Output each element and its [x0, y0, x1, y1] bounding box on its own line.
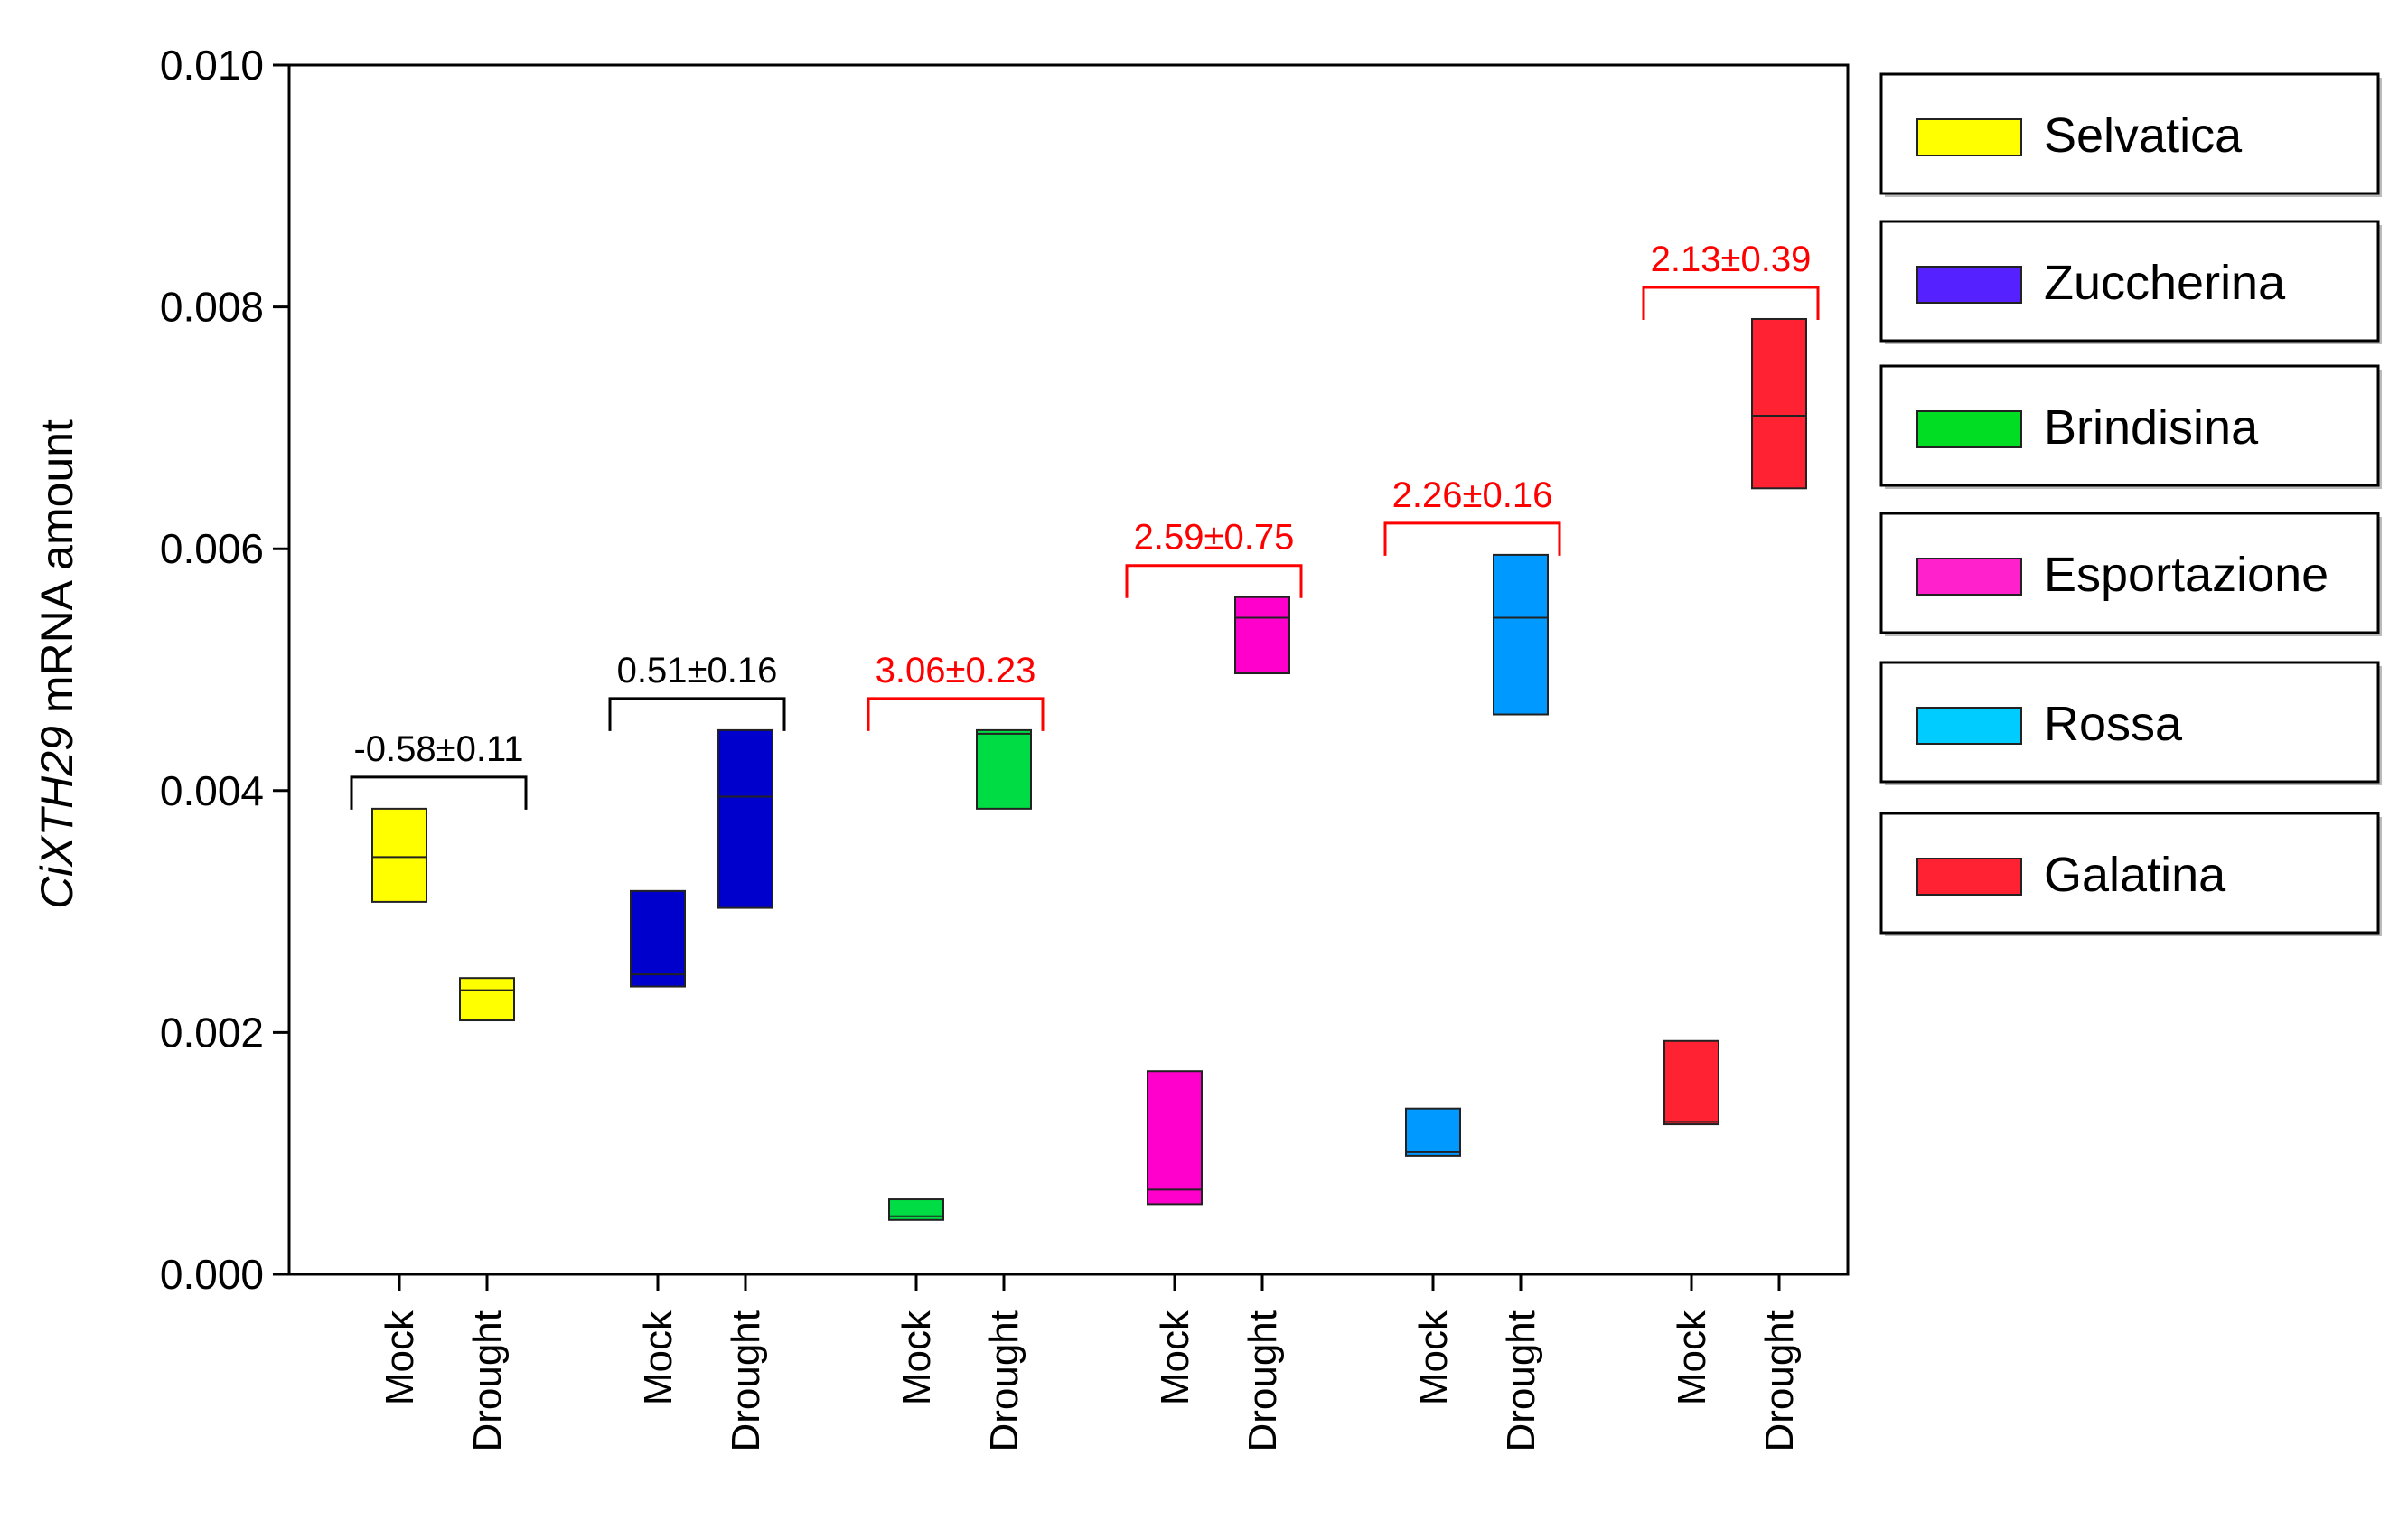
- box-rossa-mock: [1405, 1107, 1461, 1157]
- y-axis-label-gene: CiXTH29: [32, 726, 82, 909]
- bracket: [350, 775, 528, 810]
- x-tick-label: Drought: [724, 1310, 768, 1452]
- box-galatina-mock: [1663, 1039, 1719, 1126]
- plot-area: [287, 63, 1850, 1276]
- legend-label: Galatina: [2044, 848, 2226, 902]
- box-zuccherina-drought: [717, 728, 773, 909]
- fold-change-label: 3.06±0.23: [876, 651, 1036, 690]
- x-tick-label: Drought: [1757, 1310, 1802, 1452]
- fold-change-label: 0.51±0.16: [617, 651, 778, 690]
- legend-swatch: [1916, 858, 2022, 896]
- box-brindisina-drought: [976, 728, 1032, 810]
- annotations: -0.58±0.11 0.51±0.16 3.06±0.23 2.59±0.75 2.2…: [350, 240, 1820, 810]
- legend-swatch: [1916, 410, 2022, 448]
- box-zuccherina-mock: [630, 889, 686, 988]
- bracket: [867, 697, 1045, 731]
- box-galatina-drought: [1751, 317, 1807, 490]
- legend-swatch: [1916, 707, 2022, 745]
- box-rossa-drought: [1493, 553, 1549, 716]
- legend: Selvatica Zuccherina Brindisina Esportazion…: [1879, 72, 2382, 936]
- y-tick-label: 0.008: [160, 284, 264, 331]
- x-tick-label: Drought: [1241, 1310, 1285, 1452]
- y-tick-label: 0.002: [160, 1009, 264, 1056]
- fold-change-label: 2.13±0.39: [1651, 240, 1812, 279]
- legend-label: Rossa: [2044, 697, 2183, 751]
- y-tick-label: 0.000: [160, 1251, 264, 1298]
- box-selvatica-mock: [371, 807, 427, 903]
- x-tick-label: Mock: [636, 1310, 680, 1405]
- y-tick-label: 0.010: [160, 42, 264, 89]
- box-esportazione-mock: [1147, 1070, 1203, 1206]
- legend-label: Brindisina: [2044, 400, 2259, 455]
- legend-swatch: [1916, 118, 2022, 156]
- x-tick-label: Mock: [1670, 1310, 1714, 1405]
- y-axis-label-rest: mRNA amount: [32, 419, 82, 726]
- plot-frame: [287, 63, 1850, 1276]
- x-tick-label: Drought: [982, 1310, 1026, 1452]
- x-tick-label: Mock: [1411, 1310, 1456, 1405]
- y-axis-label: CiXTH29 mRNA amount: [32, 419, 82, 909]
- legend-label: Esportazione: [2044, 548, 2328, 602]
- bracket: [608, 697, 786, 731]
- legend-label: Selvatica: [2044, 108, 2243, 163]
- x-tick-label: Mock: [378, 1310, 422, 1405]
- x-tick-label: Drought: [1499, 1310, 1543, 1452]
- legend-swatch: [1916, 558, 2022, 596]
- y-axis: 0.000 0.002 0.004 0.006 0.008 0.010: [160, 42, 289, 1298]
- bracket: [1383, 521, 1561, 556]
- x-tick-label: Drought: [465, 1310, 510, 1452]
- box-brindisina-mock: [888, 1198, 944, 1221]
- fold-change-label: 2.59±0.75: [1134, 518, 1295, 558]
- fold-change-label: -0.58±0.11: [353, 729, 523, 769]
- bracket: [1642, 286, 1820, 320]
- legend-swatch: [1916, 266, 2022, 304]
- bracket: [1125, 564, 1303, 598]
- x-tick-label: Mock: [1153, 1310, 1197, 1405]
- box-esportazione-drought: [1234, 596, 1290, 675]
- y-tick-label: 0.004: [160, 767, 264, 814]
- legend-label: Zuccherina: [2044, 256, 2286, 310]
- x-axis: Mock Drought Mock Drought Mock Drought Mock Dro…: [378, 1274, 1802, 1452]
- y-tick-label: 0.006: [160, 525, 264, 572]
- x-tick-label: Mock: [895, 1310, 939, 1405]
- fold-change-label: 2.26±0.16: [1392, 475, 1553, 515]
- boxes: [371, 317, 1807, 1221]
- box-selvatica-drought: [459, 977, 515, 1022]
